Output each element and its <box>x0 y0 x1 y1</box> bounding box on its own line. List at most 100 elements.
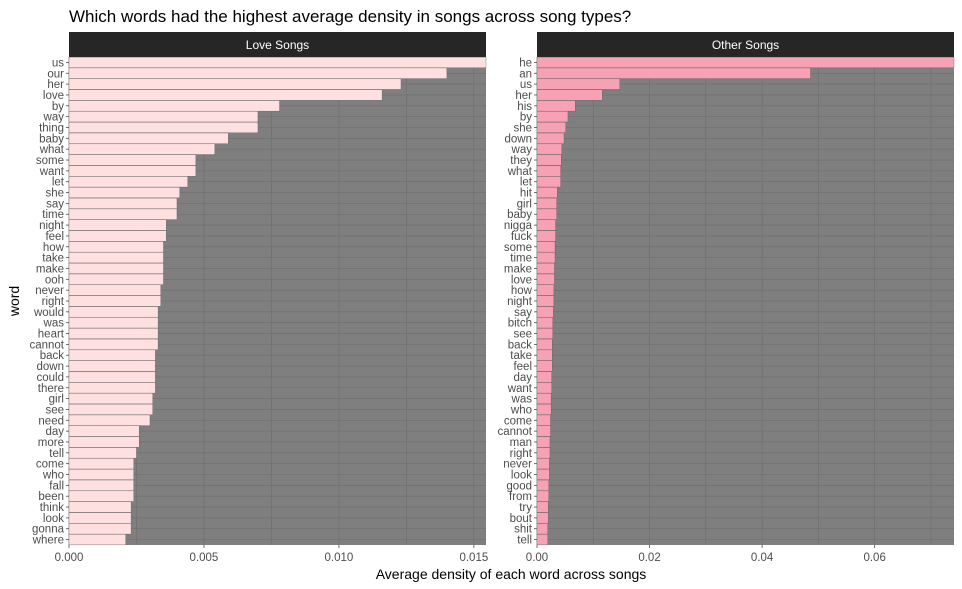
bar <box>68 414 151 426</box>
bar <box>68 501 132 513</box>
bar <box>68 371 156 383</box>
panel-0: Love Songs usourherlovebywaythingbabywhat… <box>29 32 488 564</box>
y-tick-label: cannot <box>29 339 64 351</box>
bar <box>536 523 548 535</box>
y-tick-label: girl <box>49 394 64 406</box>
bar <box>536 100 576 112</box>
y-tick-label: baby <box>39 133 64 145</box>
y-tick-label: time <box>42 209 64 221</box>
x-tick-label: 0.000 <box>55 552 84 564</box>
bar <box>68 317 159 329</box>
bar <box>68 187 180 199</box>
y-tick-label: take <box>42 253 64 265</box>
y-tick-label: he <box>519 57 532 69</box>
y-tick-label: girl <box>517 198 532 210</box>
y-tick-label: love <box>43 90 64 102</box>
y-tick-label: make <box>504 263 532 275</box>
y-tick-label: way <box>43 112 65 124</box>
bar <box>68 111 259 123</box>
x-tick-label: 0.015 <box>459 552 488 564</box>
y-tick-label: love <box>511 274 532 286</box>
bar <box>536 176 561 188</box>
y-tick-label: hit <box>520 188 533 200</box>
bar <box>536 328 553 340</box>
bar <box>536 501 549 513</box>
bar <box>536 143 562 155</box>
bar <box>68 338 159 350</box>
y-tick-label: she <box>45 188 64 200</box>
y-tick-label: back <box>508 339 533 351</box>
y-tick-label: day <box>45 426 64 438</box>
y-tick-label: who <box>42 470 64 482</box>
bar <box>536 89 603 101</box>
bar <box>536 230 556 242</box>
y-tick-label: say <box>514 307 532 319</box>
facet-strip-label: Other Songs <box>712 38 779 52</box>
bar <box>536 403 552 415</box>
y-tick-label: let <box>52 177 65 189</box>
bar <box>536 295 555 307</box>
bar <box>68 78 402 90</box>
y-tick-label: time <box>510 253 532 265</box>
x-tick-label: 0.005 <box>190 552 219 564</box>
bar <box>536 360 553 372</box>
bar <box>536 252 556 264</box>
bar <box>68 490 134 502</box>
bar <box>68 165 197 177</box>
bar <box>68 208 178 220</box>
y-tick-label: she <box>513 122 532 134</box>
bar <box>68 273 164 285</box>
y-tick-label: was <box>43 318 65 330</box>
y-tick-label: down <box>37 361 65 373</box>
bar <box>68 252 164 264</box>
y-tick-label: our <box>47 68 64 80</box>
y-tick-label: bout <box>510 513 533 525</box>
bar <box>536 447 551 459</box>
y-tick-label: what <box>507 166 533 178</box>
bar <box>68 219 167 231</box>
y-tick-label: want <box>39 166 65 178</box>
y-tick-label: feel <box>45 231 64 243</box>
bar <box>68 393 153 405</box>
y-tick-label: fall <box>49 480 64 492</box>
y-tick-label: some <box>504 242 532 254</box>
y-tick-label: let <box>520 177 533 189</box>
y-tick-label: how <box>511 285 533 297</box>
panel-1: Other Songsheanusherhisbyshedownwaytheyw… <box>497 32 955 564</box>
y-tick-label: how <box>43 242 65 254</box>
bar <box>68 132 229 144</box>
bar <box>68 262 164 274</box>
y-tick-label: day <box>513 372 532 384</box>
x-tick-label: 0.06 <box>863 552 885 564</box>
bar <box>68 458 134 470</box>
bar <box>68 436 140 448</box>
bar <box>536 122 566 133</box>
bar <box>536 317 553 329</box>
y-tick-label: night <box>39 220 65 232</box>
bar <box>536 458 550 470</box>
y-tick-label: down <box>505 133 533 145</box>
y-tick-label: try <box>519 502 532 514</box>
bar <box>536 436 551 448</box>
y-tick-label: way <box>511 144 533 156</box>
bar <box>536 78 620 90</box>
bar <box>536 414 551 426</box>
bar <box>536 469 550 480</box>
bar <box>536 371 552 383</box>
bar <box>536 132 565 144</box>
bar <box>68 403 153 415</box>
x-tick-label: 0.04 <box>751 552 774 564</box>
bar <box>68 295 161 307</box>
y-tick-label: was <box>511 394 533 406</box>
y-tick-label: by <box>52 101 64 113</box>
bar <box>536 165 561 177</box>
bar <box>68 154 197 166</box>
bar <box>68 67 448 79</box>
y-tick-label: heart <box>38 329 65 341</box>
y-tick-label: some <box>36 155 64 167</box>
y-tick-label: make <box>36 263 64 275</box>
bar <box>68 523 132 535</box>
y-tick-label: gonna <box>32 524 65 536</box>
bar <box>68 469 134 480</box>
